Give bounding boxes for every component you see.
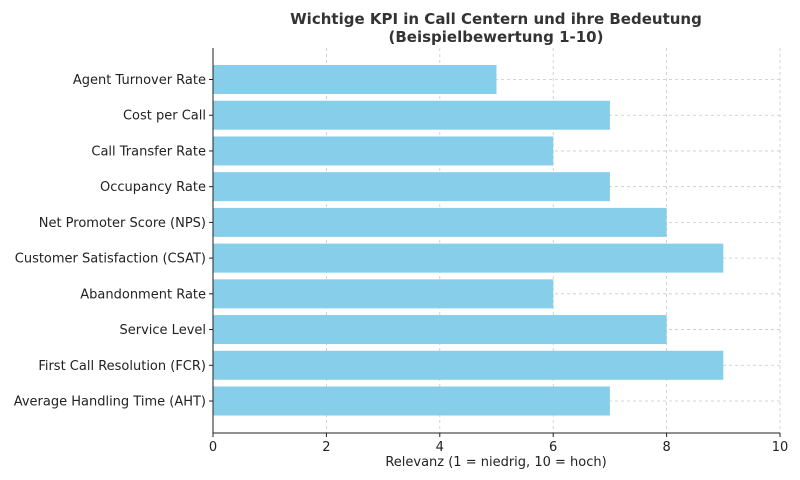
bar [213,136,554,166]
x-tick-label: 10 [772,440,789,455]
chart-title: Wichtige KPI in Call Centern und ihre Be… [290,10,702,28]
x-tick-label: 8 [662,440,670,455]
y-tick-label: Average Handling Time (AHT) [14,395,206,410]
y-tick-label: Service Level [120,323,207,338]
bar [213,243,724,273]
bar [213,172,610,202]
bar [213,315,667,345]
x-tick-label: 6 [549,440,557,455]
tick-labels: 0 2 4 6 8 10 Average Handling Time (AHT) First … [14,73,789,455]
axes [209,48,781,437]
y-tick-label: Customer Satisfaction (CSAT) [15,252,206,267]
bar [213,279,554,309]
y-tick-label: Net Promoter Score (NPS) [39,216,206,231]
bar [213,65,497,94]
y-tick-label: Occupancy Rate [100,180,206,195]
bars [213,65,724,416]
y-tick-label: First Call Resolution (FCR) [38,359,206,374]
bar [213,207,667,237]
chart-subtitle: (Beispielbewertung 1-10) [389,28,604,46]
x-axis-label: Relevanz (1 = niedrig, 10 = hoch) [385,455,606,470]
x-tick-label: 0 [209,440,217,455]
bar [213,350,724,380]
y-tick-label: Cost per Call [123,109,206,124]
y-tick-label: Agent Turnover Rate [73,73,206,88]
bar [213,100,610,130]
x-tick-label: 2 [322,440,330,455]
x-tick-label: 4 [436,440,444,455]
y-tick-label: Abandonment Rate [80,287,206,302]
y-tick-label: Call Transfer Rate [91,144,206,159]
bar [213,386,610,416]
